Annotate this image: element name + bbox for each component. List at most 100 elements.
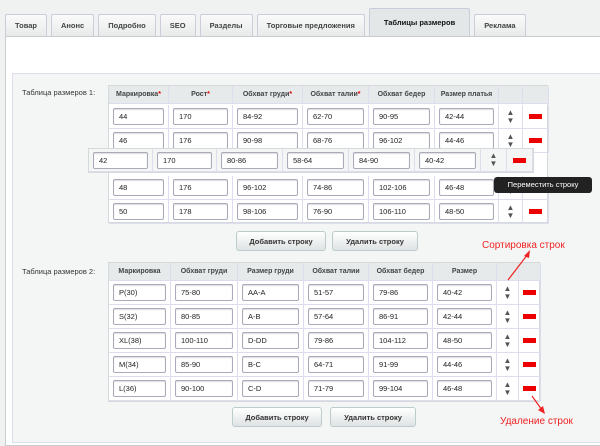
cell-input[interactable]: 58-64 [287,151,344,169]
arrow-up-icon[interactable]: ▲ [506,107,515,117]
arrow-down-icon[interactable]: ▼ [503,387,512,397]
cell-input[interactable]: 84-92 [237,108,298,125]
cell-input[interactable]: A-B [242,308,299,325]
cell-input[interactable]: 68-76 [307,132,364,149]
sort-arrows[interactable]: ▲▼ [490,152,498,168]
cell-input[interactable]: 42-44 [437,308,492,325]
sort-arrows[interactable]: ▲▼ [503,307,512,325]
cell-input[interactable]: 48 [113,179,164,196]
cell-input[interactable]: 74-86 [307,179,364,196]
sort-arrows[interactable]: ▲▼ [506,107,515,125]
cell-input[interactable]: 100-110 [175,332,233,349]
cell-input[interactable]: B-C [242,356,299,373]
sort-arrows[interactable]: ▲▼ [506,131,515,149]
cell-input[interactable]: 64-71 [308,356,364,373]
cell-input[interactable]: 57-64 [308,308,364,325]
sort-arrows[interactable]: ▲▼ [503,379,512,397]
cell-input[interactable]: 86-91 [373,308,428,325]
arrow-up-icon[interactable]: ▲ [503,331,512,341]
cell-input[interactable]: 84-90 [353,151,410,169]
delete-row-icon[interactable] [529,114,542,119]
sort-arrows[interactable]: ▲▼ [503,283,512,301]
table2-add-row-button[interactable]: Добавить строку [232,407,322,427]
tab-5[interactable]: Торговые предложения [256,14,365,36]
cell-input[interactable]: 44-46 [437,356,492,373]
delete-row-icon[interactable] [523,362,536,367]
arrow-down-icon[interactable]: ▼ [506,115,515,125]
cell-input[interactable]: 176 [173,132,228,149]
delete-row-icon[interactable] [529,138,542,143]
cell-input[interactable]: 98-106 [237,203,298,220]
cell-input[interactable]: 51-57 [308,284,364,301]
cell-input[interactable]: 42 [93,151,148,169]
cell-input[interactable]: 42-44 [439,108,494,125]
tab-6[interactable]: Таблицы размеров [368,8,471,36]
table1-remove-row-button[interactable]: Удалить строку [332,231,418,251]
tab-2[interactable]: Подробно [98,14,156,36]
arrow-down-icon[interactable]: ▼ [489,159,498,168]
cell-input[interactable]: 102-106 [373,179,430,196]
cell-input[interactable]: 90-95 [373,108,430,125]
table1-add-row-button[interactable]: Добавить строку [236,231,326,251]
arrow-up-icon[interactable]: ▲ [503,307,512,317]
cell-input[interactable]: 46-48 [437,380,492,397]
cell-input[interactable]: XL(38) [113,332,166,349]
delete-row-icon[interactable] [523,338,536,343]
arrow-down-icon[interactable]: ▼ [503,315,512,325]
cell-input[interactable]: 99-104 [373,380,428,397]
tab-7[interactable]: Реклама [474,14,526,36]
cell-input[interactable]: 80-86 [221,151,278,169]
cell-input[interactable]: 44 [113,108,164,125]
cell-input[interactable]: 75-80 [175,284,233,301]
cell-input[interactable]: 44-46 [439,132,494,149]
cell-input[interactable]: 106-110 [373,203,430,220]
cell-input[interactable]: D-DD [242,332,299,349]
cell-input[interactable]: 48-50 [437,332,492,349]
cell-input[interactable]: 80-85 [175,308,233,325]
arrow-up-icon[interactable]: ▲ [503,379,512,389]
arrow-up-icon[interactable]: ▲ [503,283,512,293]
cell-input[interactable]: C-D [242,380,299,397]
cell-input[interactable]: 170 [173,108,228,125]
arrow-up-icon[interactable]: ▲ [506,202,515,212]
cell-input[interactable]: 76-90 [307,203,364,220]
cell-input[interactable]: 50 [113,203,164,220]
tab-4[interactable]: Разделы [199,14,253,36]
cell-input[interactable]: 170 [157,151,212,169]
cell-input[interactable]: 40-42 [419,151,476,169]
cell-input[interactable]: 62-70 [307,108,364,125]
cell-input[interactable]: 96-102 [237,179,298,196]
tab-1[interactable]: Анонс [50,14,95,36]
arrow-down-icon[interactable]: ▼ [506,139,515,149]
arrow-up-icon[interactable]: ▲ [489,151,498,160]
arrow-down-icon[interactable]: ▼ [506,210,515,220]
table2-remove-row-button[interactable]: Удалить строку [330,407,416,427]
dragged-row[interactable]: 42 170 80-86 58-64 84-90 40-42 ▲ ▼ [88,148,534,173]
cell-input[interactable]: S(32) [113,308,166,325]
cell-input[interactable]: 90-100 [175,380,233,397]
cell-input[interactable]: 79-86 [373,284,428,301]
sort-arrows[interactable]: ▲▼ [503,331,512,349]
cell-input[interactable]: 90-98 [237,132,298,149]
arrow-down-icon[interactable]: ▼ [503,339,512,349]
cell-input[interactable]: 96-102 [373,132,430,149]
delete-row-icon[interactable] [523,314,536,319]
cell-input[interactable]: 46-48 [439,179,494,196]
cell-input[interactable]: 176 [173,179,228,196]
arrow-up-icon[interactable]: ▲ [503,355,512,365]
cell-input[interactable]: 178 [173,203,228,220]
cell-input[interactable]: 79-86 [308,332,364,349]
cell-input[interactable]: 40-42 [437,284,492,301]
arrow-up-icon[interactable]: ▲ [506,131,515,141]
cell-input[interactable]: L(36) [113,380,166,397]
cell-input[interactable]: P(30) [113,284,166,301]
arrow-down-icon[interactable]: ▼ [503,291,512,301]
sort-arrows[interactable]: ▲▼ [506,202,515,220]
cell-input[interactable]: 48-50 [439,203,494,220]
cell-input[interactable]: M(34) [113,356,166,373]
delete-row-icon[interactable] [523,290,536,295]
cell-input[interactable]: 46 [113,132,164,149]
arrow-down-icon[interactable]: ▼ [503,363,512,373]
cell-input[interactable]: 71-79 [308,380,364,397]
tab-3[interactable]: SEO [159,14,196,36]
